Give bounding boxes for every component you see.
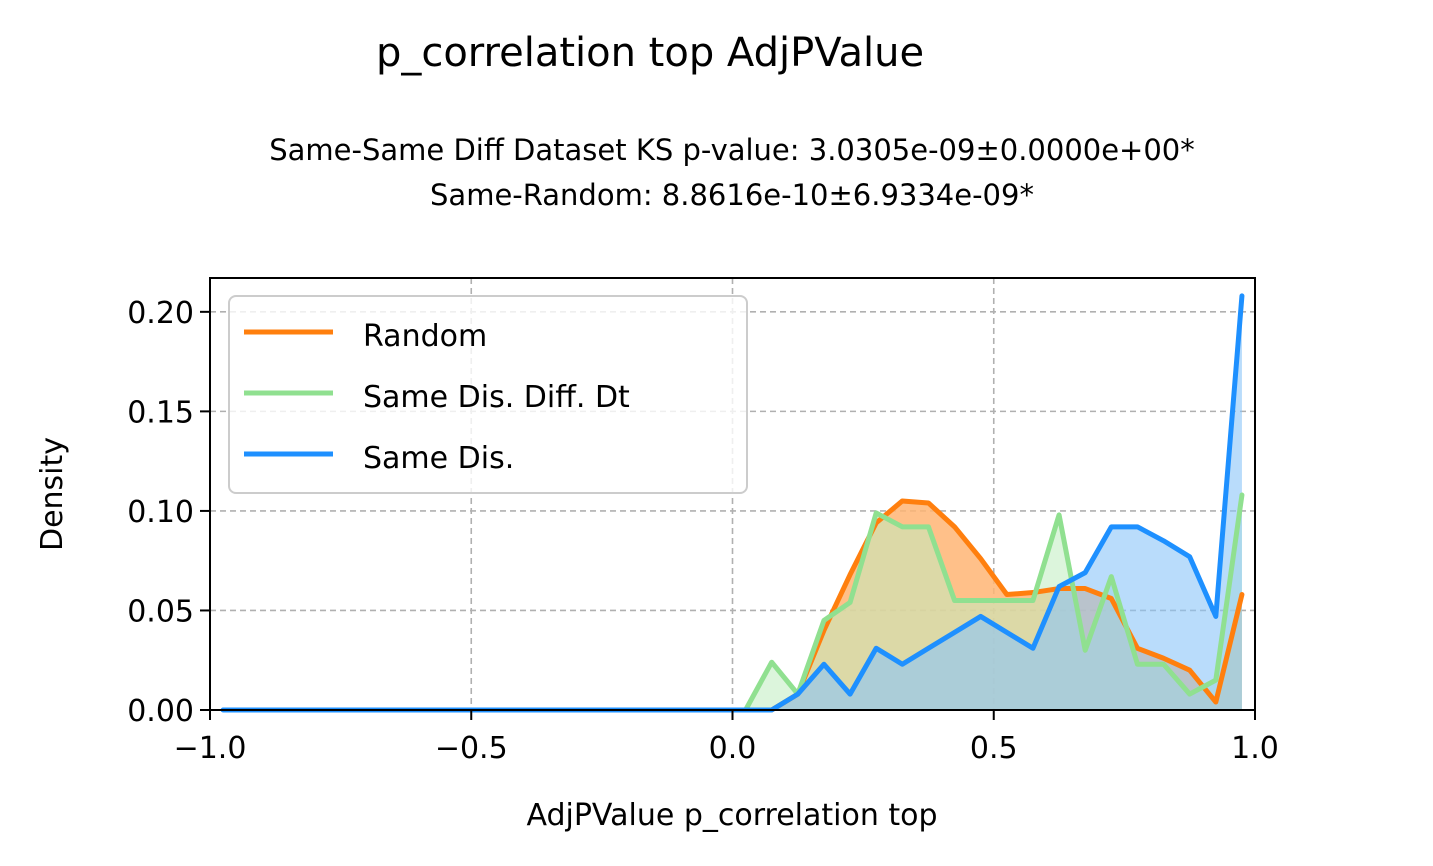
legend-label-random: Random xyxy=(363,319,487,354)
y-tick-label: 0.00 xyxy=(127,694,194,729)
legend: Random Same Dis. Diff. Dt Same Dis. xyxy=(228,295,748,494)
area-fill-same-dis xyxy=(223,295,1242,710)
y-tick-label: 0.10 xyxy=(127,495,194,530)
series-line-same-dis-diff-dt xyxy=(743,492,1245,713)
y-tick-label: 0.20 xyxy=(127,296,194,331)
y-axis-label: Density xyxy=(35,437,70,551)
density-lines xyxy=(220,293,1245,713)
chart-title: p_correlation top AdjPValue xyxy=(376,30,924,76)
chart-subtitle-line-1: Same-Same Diff Dataset KS p-value: 3.030… xyxy=(269,133,1195,167)
legend-label-same-dis: Same Dis. xyxy=(363,441,514,476)
y-tick-label: 0.05 xyxy=(127,594,194,629)
series-line-random xyxy=(743,498,1245,713)
x-tick-label: −1.0 xyxy=(174,731,247,766)
chart-subtitle-line-2: Same-Random: 8.8616e-10±6.9334e-09* xyxy=(430,178,1034,212)
y-tick-label: 0.15 xyxy=(127,395,194,430)
x-tick-label: 0.5 xyxy=(970,731,1018,766)
series-line-same-dis xyxy=(220,293,1245,713)
x-tick-label: 0.0 xyxy=(709,731,757,766)
legend-box xyxy=(228,295,748,494)
x-tick-label: −0.5 xyxy=(435,731,508,766)
legend-label-same-dis-diff-dt: Same Dis. Diff. Dt xyxy=(363,380,630,415)
x-axis-label: AdjPValue p_correlation top xyxy=(526,798,937,833)
axis-ticks: −1.0 −0.5 0.0 0.5 1.0 0.00 0.05 0.10 0.15 0.20 xyxy=(127,296,1279,766)
x-tick-label: 1.0 xyxy=(1231,731,1279,766)
